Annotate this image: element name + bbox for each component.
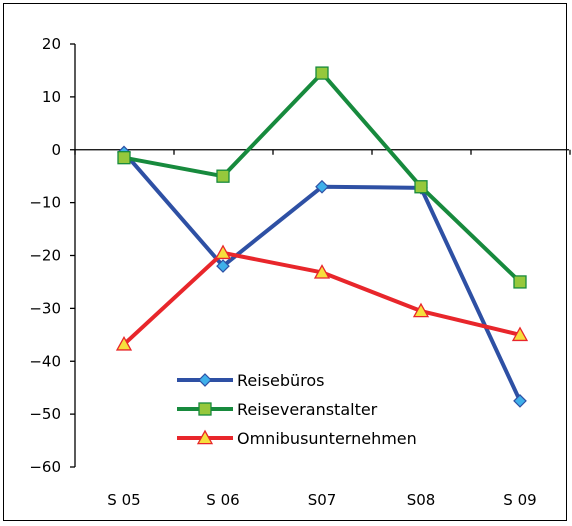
series-omnibusunternehmen — [115, 244, 529, 351]
data-point — [117, 151, 131, 165]
legend: Reisebüros Reiseveranstalter Omnibusuntern… — [177, 371, 417, 448]
legend-label: Reisebüros — [237, 371, 325, 390]
series-reiseveranstalter — [117, 66, 527, 289]
legend-item: Reiseveranstalter — [177, 400, 378, 419]
x-tick-label: S 05 — [107, 491, 140, 509]
legend-marker — [198, 402, 212, 416]
x-tick-label: S 06 — [206, 491, 239, 509]
legend-marker — [198, 373, 212, 387]
y-tick-label: −40 — [29, 352, 61, 370]
data-point — [313, 264, 331, 279]
x-tick-label: S08 — [407, 491, 436, 509]
legend-marker — [196, 429, 214, 445]
data-point — [315, 179, 329, 194]
y-tick-label: −20 — [29, 247, 61, 265]
data-point — [414, 180, 428, 194]
y-tick-label: −60 — [29, 458, 61, 476]
legend-item: Omnibusunternehmen — [177, 429, 417, 448]
data-point — [412, 302, 430, 318]
x-tick-label: S07 — [308, 491, 337, 509]
x-tick-label: S 09 — [503, 491, 536, 509]
data-point — [511, 326, 529, 342]
data-point — [216, 169, 230, 183]
y-tick-label: −10 — [29, 194, 61, 212]
data-point — [513, 394, 527, 408]
y-ticks: 20 10 0 −10 −20 −30 −40 −50 −60 — [29, 35, 75, 476]
y-tick-label: −50 — [29, 405, 61, 423]
data-point — [115, 335, 133, 351]
series-line — [123, 71, 522, 284]
y-tick-label: −30 — [29, 299, 61, 317]
series-layer — [115, 66, 529, 408]
legend-label: Omnibusunternehmen — [237, 429, 417, 448]
data-point — [315, 66, 329, 80]
y-tick-label: 10 — [42, 88, 61, 106]
data-point — [216, 259, 230, 273]
chart-frame — [3, 3, 567, 521]
y-tick-label: 0 — [51, 141, 61, 159]
x-ticks: S 05 S 06 S07 S08 S 09 — [74, 149, 571, 509]
legend-item: Reisebüros — [177, 371, 325, 390]
data-point — [214, 244, 232, 260]
data-point — [513, 275, 527, 289]
legend-label: Reiseveranstalter — [237, 400, 378, 419]
y-tick-label: 20 — [42, 35, 61, 53]
